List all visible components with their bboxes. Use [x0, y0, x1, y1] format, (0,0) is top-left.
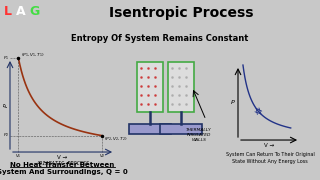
Bar	[160, 124, 202, 134]
Text: P: P	[231, 100, 235, 105]
Text: No Heat Transfer Between: No Heat Transfer Between	[10, 162, 114, 168]
Text: V →: V →	[57, 154, 68, 159]
Text: Entropy Of System Remains Constant: Entropy Of System Remains Constant	[71, 34, 249, 43]
Bar	[137, 62, 163, 112]
Text: P: P	[4, 103, 9, 107]
Text: ADIABATIC PROCESS: ADIABATIC PROCESS	[36, 161, 89, 166]
Text: G: G	[29, 5, 39, 18]
Text: $(P_1,V_1,T_1)$: $(P_1,V_1,T_1)$	[21, 51, 45, 59]
Text: THERMALLY
INSULATED
WALLS: THERMALLY INSULATED WALLS	[186, 128, 212, 142]
Text: $(P_2,V_2,T_2)$: $(P_2,V_2,T_2)$	[104, 136, 128, 143]
Bar	[129, 124, 171, 134]
Text: $V_1$: $V_1$	[15, 152, 22, 160]
Text: V →: V →	[264, 143, 274, 148]
Text: L: L	[4, 5, 12, 18]
Text: Isentropic Process: Isentropic Process	[108, 6, 253, 20]
Text: $P_2$: $P_2$	[3, 132, 9, 140]
Bar	[168, 62, 194, 112]
Text: $V_2$: $V_2$	[99, 152, 106, 160]
Text: A: A	[16, 5, 26, 18]
Text: $P_1$: $P_1$	[3, 54, 9, 62]
Text: System Can Return To Their Original
State Without Any Energy Loss: System Can Return To Their Original Stat…	[226, 152, 314, 164]
Text: System And Surroundings, Q = 0: System And Surroundings, Q = 0	[0, 169, 127, 175]
